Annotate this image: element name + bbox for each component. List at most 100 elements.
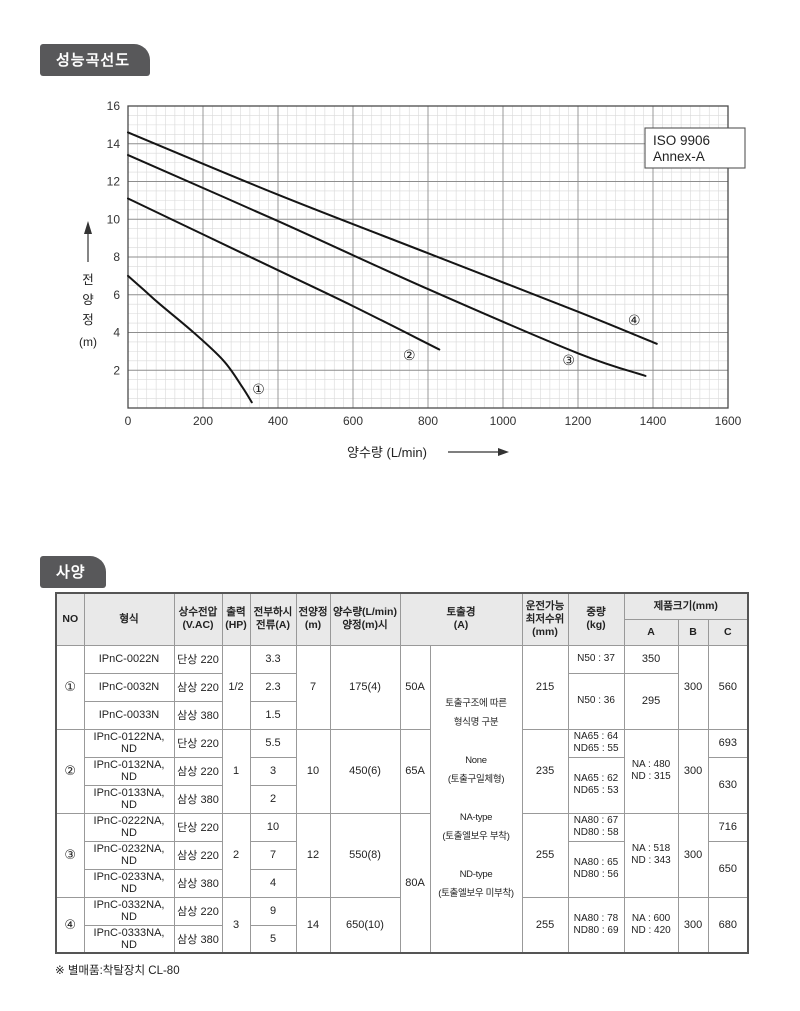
table-cell: 2 (221, 812, 251, 898)
table-cell: 4 (249, 868, 297, 898)
performance-section-title-label: 성능곡선도 (56, 52, 131, 69)
table-cell: IPnC-0133NA, ND (83, 784, 175, 814)
performance-chart: 2 4 6 8 10 12 14 16 0 200 400 600 800 1000 1200 1400 160… (50, 88, 750, 478)
header-cell: 전양정 (m) (295, 592, 331, 646)
table-row: ② IPnC-0122NA, ND 단상 220 1 5.5 10 450(6) 65A 235… (55, 728, 749, 814)
table-header: NO 형식 상수전압 (V.AC) 출력 (HP) 전부하시 전류(A) 전양정 (m) 양수량(L… (55, 592, 749, 646)
header-cell: C (707, 618, 749, 646)
table-cell: 삼상 220 (173, 840, 223, 870)
svg-text:양수량 (L/min): 양수량 (L/min) (347, 445, 427, 460)
table-cell: 255 (521, 896, 569, 954)
svg-text:400: 400 (268, 414, 288, 428)
table-cell: 단상 220 (173, 812, 223, 842)
table-cell: 삼상 380 (173, 924, 223, 954)
table-cell: N50 : 37 (567, 644, 625, 674)
table-cell: 560 (707, 644, 749, 730)
spec-section-title: 사양 (40, 556, 106, 588)
svg-text:④: ④ (628, 312, 641, 328)
table-cell: 토출구조에 따른 형식명 구분 None (토출구일체형) NA-type (토출엘보… (429, 644, 523, 954)
table-cell: N50 : 36 (567, 672, 625, 730)
table-cell: 1/2 (221, 644, 251, 730)
header-cell: 출력 (HP) (221, 592, 251, 646)
table-cell: 삼상 380 (173, 784, 223, 814)
table-cell: 650 (707, 840, 749, 898)
svg-text:600: 600 (343, 414, 363, 428)
table-cell: IPnC-0132NA, ND (83, 756, 175, 786)
spec-table: NO 형식 상수전압 (V.AC) 출력 (HP) 전부하시 전류(A) 전양정 (m) 양수량(L… (55, 592, 750, 954)
table-cell: IPnC-0332NA, ND (83, 896, 175, 926)
svg-text:ISO 9906: ISO 9906 (653, 133, 710, 148)
svg-text:12: 12 (107, 175, 121, 189)
table-cell: NA65 : 62 ND65 : 53 (567, 756, 625, 814)
header-cell: 상수전압 (V.AC) (173, 592, 223, 646)
table-cell: NA : 518 ND : 343 (623, 812, 679, 898)
table-cell: IPnC-0033N (83, 700, 175, 730)
table-cell: 3 (221, 896, 251, 954)
table-cell: 680 (707, 896, 749, 954)
table-cell: 300 (677, 644, 709, 730)
svg-text:(m): (m) (79, 335, 97, 349)
table-cell: 1.5 (249, 700, 297, 730)
table-cell: 삼상 220 (173, 756, 223, 786)
svg-text:③: ③ (562, 352, 575, 368)
table-cell: ③ (55, 812, 85, 898)
svg-text:1600: 1600 (715, 414, 742, 428)
table-cell: ② (55, 728, 85, 814)
table-cell: 300 (677, 812, 709, 898)
svg-text:200: 200 (193, 414, 213, 428)
table-cell: 80A (399, 812, 431, 954)
table-cell: NA : 600 ND : 420 (623, 896, 679, 954)
table-cell: 693 (707, 728, 749, 758)
table-cell: 716 (707, 812, 749, 842)
table-cell: 50A (399, 644, 431, 730)
table-cell: 7 (249, 840, 297, 870)
table-cell: NA80 : 67 ND80 : 58 (567, 812, 625, 842)
svg-text:1000: 1000 (490, 414, 517, 428)
table-cell: 295 (623, 672, 679, 730)
table-cell: IPnC-0232NA, ND (83, 840, 175, 870)
table-cell: 215 (521, 644, 569, 730)
header-cell: 제품크기(mm) (623, 592, 749, 620)
table-cell: NA : 480 ND : 315 (623, 728, 679, 814)
table-cell: 12 (295, 812, 331, 898)
table-cell: IPnC-0333NA, ND (83, 924, 175, 954)
table-cell: 255 (521, 812, 569, 898)
header-cell: 형식 (83, 592, 175, 646)
table-cell: 3.3 (249, 644, 297, 674)
table-cell: 9 (249, 896, 297, 926)
table-cell: IPnC-0122NA, ND (83, 728, 175, 758)
table-cell: 14 (295, 896, 331, 954)
performance-curve-svg: 2 4 6 8 10 12 14 16 0 200 400 600 800 1000 1200 1400 160… (79, 99, 746, 460)
svg-text:②: ② (403, 347, 416, 363)
table-cell: IPnC-0022N (83, 644, 175, 674)
header-cell: 운전가능 최저수위 (mm) (521, 592, 569, 646)
footnote: ※ 별매품:착탈장치 CL-80 (55, 965, 180, 977)
table-cell: 단상 220 (173, 728, 223, 758)
table-cell: 175(4) (329, 644, 401, 730)
table-cell: 5.5 (249, 728, 297, 758)
table-cell: 300 (677, 896, 709, 954)
table-cell: NA65 : 64 ND65 : 55 (567, 728, 625, 758)
table-cell: 삼상 380 (173, 868, 223, 898)
table-cell: IPnC-0032N (83, 672, 175, 702)
table-cell: 10 (249, 812, 297, 842)
svg-text:800: 800 (418, 414, 438, 428)
table-cell: 630 (707, 756, 749, 814)
table-row: IPnC-0032N 삼상 220 2.3 N50 : 36 295 (56, 672, 748, 730)
table-cell: 3 (249, 756, 297, 786)
table-cell: ① (55, 644, 85, 730)
header-cell: 양수량(L/min) 양정(m)시 (329, 592, 401, 646)
table-cell: 삼상 220 (173, 896, 223, 926)
table-cell: 삼상 380 (173, 700, 223, 730)
svg-text:정: 정 (82, 313, 94, 327)
table-cell: IPnC-0222NA, ND (83, 812, 175, 842)
svg-text:2: 2 (113, 363, 120, 377)
svg-text:양: 양 (82, 293, 94, 307)
table-cell: 235 (521, 728, 569, 814)
table-cell: 550(8) (329, 812, 401, 898)
table-cell: 7 (295, 644, 331, 730)
table-row: ① IPnC-0022N 단상 220 1/2 3.3 7 175(4) 50A 토출구조에 따… (55, 644, 749, 954)
svg-text:8: 8 (113, 250, 120, 264)
